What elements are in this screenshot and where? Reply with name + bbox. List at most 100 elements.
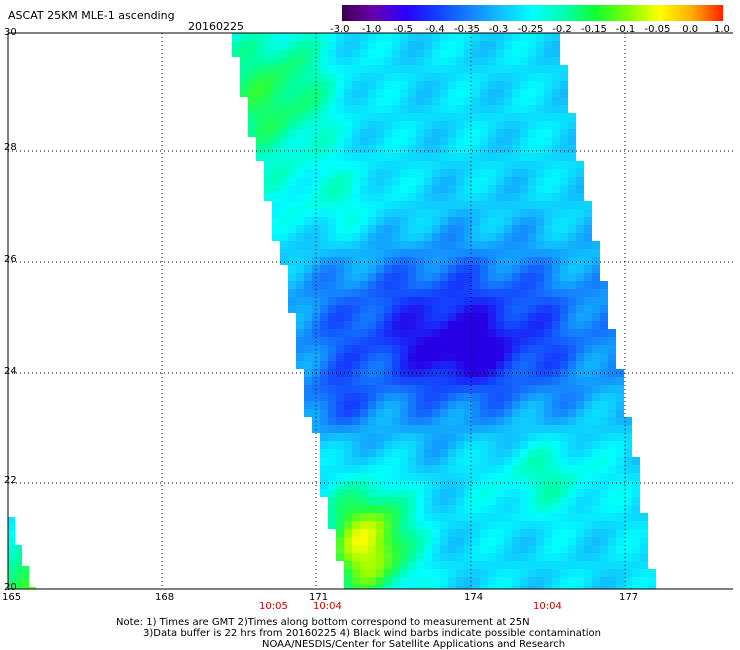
swath-cell bbox=[432, 81, 440, 89]
swath-cell bbox=[416, 145, 424, 153]
swath-cell bbox=[488, 545, 496, 553]
swath-cell bbox=[544, 345, 552, 353]
swath-cell bbox=[296, 241, 304, 249]
swath-cell bbox=[456, 377, 464, 385]
swath-cell bbox=[320, 393, 328, 401]
swath-cell bbox=[416, 481, 424, 489]
swath-cell bbox=[304, 129, 312, 137]
swath-cell bbox=[400, 353, 408, 361]
swath-cell bbox=[592, 457, 600, 465]
swath-cell bbox=[456, 257, 464, 265]
colorbar-tick-label: -0.35 bbox=[454, 24, 480, 35]
swath-cell bbox=[592, 273, 600, 281]
swath-cell bbox=[512, 57, 520, 65]
swath-cell bbox=[520, 553, 528, 561]
swath-cell bbox=[504, 281, 512, 289]
swath-cell bbox=[432, 177, 440, 185]
swath-cell bbox=[320, 433, 328, 441]
swath-cell bbox=[264, 121, 272, 129]
swath-cell bbox=[352, 473, 360, 481]
swath-cell bbox=[416, 401, 424, 409]
swath-cell bbox=[440, 233, 448, 241]
swath-cell bbox=[544, 257, 552, 265]
swath-cell bbox=[472, 169, 480, 177]
swath-cell bbox=[496, 161, 504, 169]
swath-cell bbox=[264, 49, 272, 57]
swath-cell bbox=[568, 457, 576, 465]
swath-cell bbox=[448, 561, 456, 569]
swath-cell bbox=[464, 393, 472, 401]
swath-cell bbox=[400, 145, 408, 153]
swath-cell bbox=[440, 561, 448, 569]
swath-cell bbox=[448, 81, 456, 89]
swath-cell bbox=[400, 209, 408, 217]
swath-cell bbox=[472, 449, 480, 457]
swath-cell bbox=[568, 145, 576, 153]
swath-cell bbox=[504, 409, 512, 417]
swath-cell bbox=[328, 281, 336, 289]
swath-cell bbox=[448, 305, 456, 313]
swath-cell bbox=[544, 361, 552, 369]
swath-cell bbox=[440, 41, 448, 49]
swath-cell bbox=[432, 489, 440, 497]
swath-cell bbox=[240, 89, 248, 97]
swath-cell bbox=[320, 321, 328, 329]
swath-cell bbox=[376, 265, 384, 273]
swath-cell bbox=[344, 505, 352, 513]
swath-cell bbox=[512, 81, 520, 89]
swath-cell bbox=[488, 553, 496, 561]
swath-cell bbox=[544, 401, 552, 409]
swath-cell bbox=[584, 201, 592, 209]
swath-cell bbox=[368, 209, 376, 217]
lat-label-26: 26 bbox=[4, 254, 17, 265]
swath-cell bbox=[448, 513, 456, 521]
swath-cell bbox=[240, 81, 248, 89]
swath-cell bbox=[392, 105, 400, 113]
swath-cell bbox=[472, 505, 480, 513]
swath-cell bbox=[392, 449, 400, 457]
swath-cell bbox=[608, 529, 616, 537]
swath-cell bbox=[304, 57, 312, 65]
swath-cell bbox=[464, 113, 472, 121]
swath-cell bbox=[432, 561, 440, 569]
swath-cell bbox=[488, 401, 496, 409]
swath-cell bbox=[536, 97, 544, 105]
swath-cell bbox=[8, 524, 15, 531]
swath-cell bbox=[520, 305, 528, 313]
swath-cell bbox=[584, 481, 592, 489]
swath-cell bbox=[368, 457, 376, 465]
swath-cell bbox=[488, 257, 496, 265]
swath-cell bbox=[296, 337, 304, 345]
swath-cell bbox=[512, 297, 520, 305]
swath-cell bbox=[576, 457, 584, 465]
swath-cell bbox=[584, 409, 592, 417]
swath-cell bbox=[592, 305, 600, 313]
swath-cell bbox=[288, 169, 296, 177]
swath-cell bbox=[488, 385, 496, 393]
swath-cell bbox=[440, 169, 448, 177]
swath-cell bbox=[360, 345, 368, 353]
swath-cell bbox=[440, 65, 448, 73]
swath-cell bbox=[344, 273, 352, 281]
swath-cell bbox=[504, 49, 512, 57]
swath-cell bbox=[432, 249, 440, 257]
swath-cell bbox=[496, 89, 504, 97]
swath-cell bbox=[552, 513, 560, 521]
swath-cell bbox=[368, 489, 376, 497]
swath-cell bbox=[352, 441, 360, 449]
swath-cell bbox=[368, 121, 376, 129]
swath-cell bbox=[576, 561, 584, 569]
swath-cell bbox=[536, 529, 544, 537]
swath-cell bbox=[560, 401, 568, 409]
swath-cell bbox=[576, 385, 584, 393]
swath-cell bbox=[352, 353, 360, 361]
swath-cell bbox=[432, 321, 440, 329]
swath-cell bbox=[472, 553, 480, 561]
swath-cell bbox=[640, 537, 648, 545]
swath-cell bbox=[608, 513, 616, 521]
swath-cell bbox=[512, 353, 520, 361]
swath-cell bbox=[472, 137, 480, 145]
swath-cell bbox=[336, 377, 344, 385]
swath-cell bbox=[8, 538, 15, 545]
swath-cell bbox=[440, 377, 448, 385]
